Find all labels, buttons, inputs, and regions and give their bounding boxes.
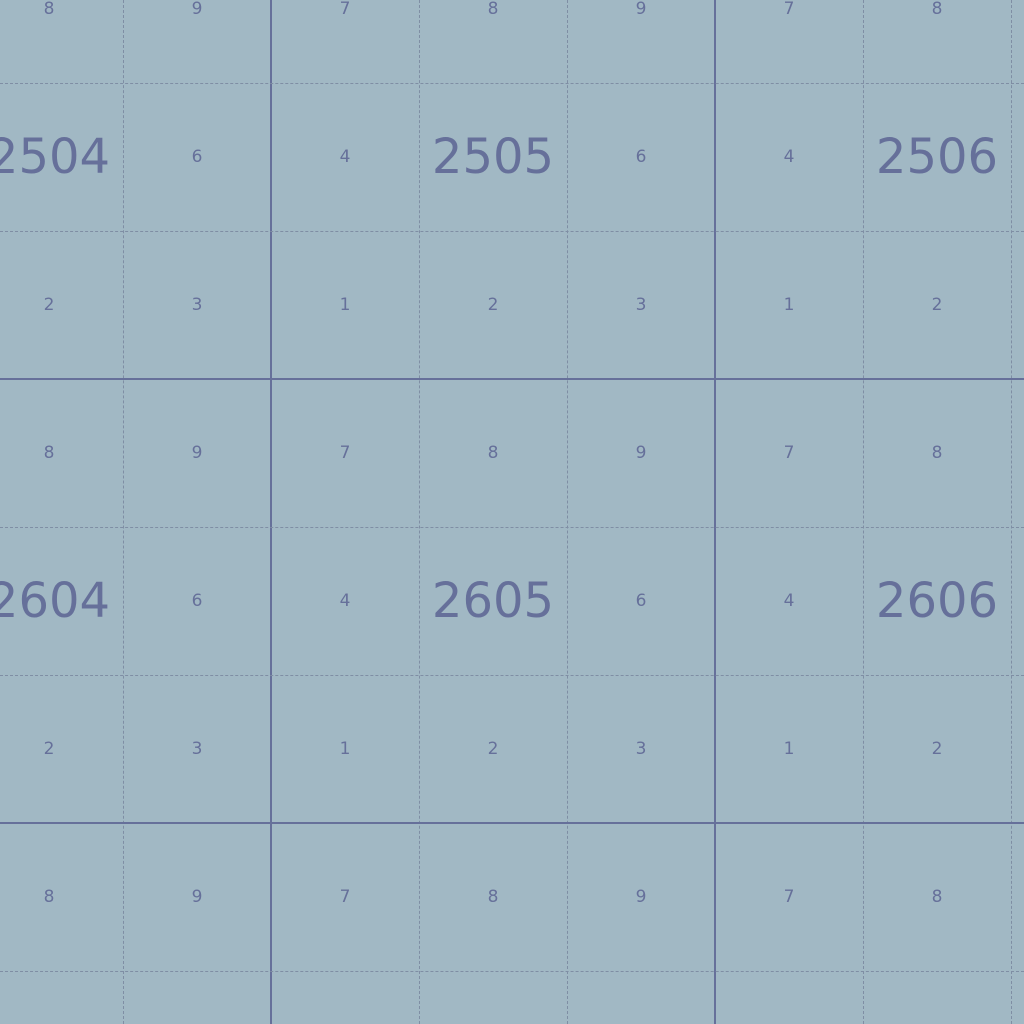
grid-digit-label: 8 <box>487 443 499 463</box>
grid-digit-label: 2 <box>43 739 55 759</box>
grid-tile-label: 2604 <box>0 573 111 629</box>
grid-digit-label: 8 <box>931 887 943 907</box>
grid-digit-label: 2 <box>931 739 943 759</box>
minor-grid-line-horizontal <box>0 83 1024 84</box>
minor-grid-line-horizontal <box>0 675 1024 676</box>
minor-grid-line-vertical <box>1011 0 1012 1024</box>
grid-digit-label: 8 <box>487 0 499 19</box>
major-grid-line-vertical <box>270 0 272 1024</box>
grid-tile-label: 2506 <box>875 129 999 185</box>
grid-digit-label: 9 <box>635 443 647 463</box>
grid-digit-label: 6 <box>635 591 647 611</box>
grid-digit-label: 1 <box>783 739 795 759</box>
grid-digit-label: 3 <box>635 739 647 759</box>
grid-digit-label: 7 <box>783 443 795 463</box>
minor-grid-line-vertical <box>419 0 420 1024</box>
grid-digit-label: 9 <box>635 887 647 907</box>
grid-digit-label: 6 <box>191 147 203 167</box>
grid-digit-label: 3 <box>191 739 203 759</box>
minor-grid-line-vertical <box>123 0 124 1024</box>
grid-digit-label: 1 <box>783 295 795 315</box>
minor-grid-line-horizontal <box>0 231 1024 232</box>
minor-grid-line-vertical <box>863 0 864 1024</box>
grid-digit-label: 2 <box>487 295 499 315</box>
grid-digit-label: 8 <box>931 0 943 19</box>
grid-digit-label: 2 <box>931 295 943 315</box>
grid-digit-label: 3 <box>635 295 647 315</box>
grid-digit-label: 7 <box>339 443 351 463</box>
grid-tile-label: 2605 <box>431 573 555 629</box>
grid-digit-label: 4 <box>339 147 351 167</box>
grid-digit-label: 4 <box>783 147 795 167</box>
major-grid-line-vertical <box>714 0 716 1024</box>
grid-tile-label: 2606 <box>875 573 999 629</box>
major-grid-line-horizontal <box>0 822 1024 824</box>
grid-digit-label: 4 <box>783 591 795 611</box>
grid-digit-label: 8 <box>487 887 499 907</box>
grid-digit-label: 9 <box>635 0 647 19</box>
grid-digit-label: 9 <box>191 0 203 19</box>
grid-digit-label: 1 <box>339 739 351 759</box>
grid-digit-label: 4 <box>339 591 351 611</box>
grid-digit-label: 6 <box>635 147 647 167</box>
minor-grid-line-horizontal <box>0 527 1024 528</box>
minor-grid-line-vertical <box>567 0 568 1024</box>
grid-digit-label: 7 <box>339 887 351 907</box>
grid-digit-label: 8 <box>931 443 943 463</box>
grid-tile-label: 2504 <box>0 129 111 185</box>
grid-digit-label: 6 <box>191 591 203 611</box>
grid-digit-label: 1 <box>339 295 351 315</box>
minor-grid-line-horizontal <box>0 971 1024 972</box>
grid-digit-label: 8 <box>43 0 55 19</box>
grid-digit-label: 3 <box>191 295 203 315</box>
grid-digit-label: 8 <box>43 443 55 463</box>
grid-digit-label: 7 <box>783 0 795 19</box>
grid-digit-label: 8 <box>43 887 55 907</box>
grid-digit-label: 2 <box>487 739 499 759</box>
grid-digit-label: 9 <box>191 887 203 907</box>
grid-tile-label: 2505 <box>431 129 555 185</box>
major-grid-line-horizontal <box>0 378 1024 380</box>
grid-digit-label: 2 <box>43 295 55 315</box>
grid-digit-label: 9 <box>191 443 203 463</box>
grid-digit-label: 7 <box>339 0 351 19</box>
grid-digit-label: 7 <box>783 887 795 907</box>
